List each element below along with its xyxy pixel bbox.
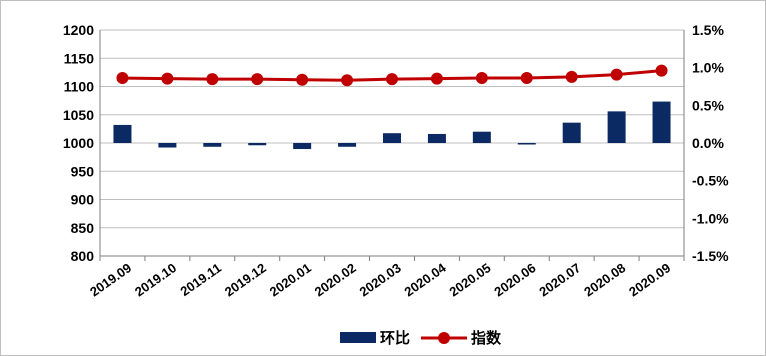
line-point [520, 72, 533, 85]
right-tick-label: -0.5% [692, 173, 729, 189]
x-axis-ticks: 2019.092019.102019.112019.122020.012020.… [87, 260, 673, 300]
left-tick-label: 900 [71, 192, 95, 208]
axes [99, 30, 685, 261]
x-tick-label: 2020.05 [446, 260, 493, 299]
left-tick-label: 1050 [63, 107, 94, 123]
right-tick-label: 1.5% [692, 22, 724, 38]
bar [472, 131, 491, 143]
right-tick-label: -1.5% [692, 248, 729, 264]
x-tick-label: 2020.03 [357, 260, 404, 299]
x-tick-label: 2019.09 [87, 260, 134, 299]
line-point [655, 64, 668, 77]
line-series [116, 64, 668, 87]
left-tick-label: 1100 [64, 79, 95, 95]
bar [293, 143, 312, 150]
bar [158, 143, 177, 148]
left-tick-label: 800 [71, 248, 95, 264]
legend-swatch-marker [438, 332, 450, 344]
bar [248, 143, 267, 146]
right-tick-label: -1.0% [692, 210, 729, 226]
x-tick-label: 2020.07 [536, 260, 583, 299]
right-axis-ticks: 1.5% 1.0% 0.5% 0.0% -0.5% -1.0% -1.5% [692, 22, 729, 264]
line-point [565, 70, 578, 83]
line-point [296, 73, 309, 86]
bar [338, 143, 357, 147]
bar [383, 133, 401, 143]
line-point [341, 74, 354, 87]
line-point [206, 73, 219, 86]
bar [562, 122, 581, 143]
right-tick-label: 0.0% [692, 135, 724, 151]
bar [427, 133, 446, 143]
line-point [161, 72, 174, 85]
legend-swatch-bar [340, 332, 376, 343]
left-tick-label: 1000 [63, 135, 94, 151]
x-tick-label: 2019.11 [178, 260, 225, 299]
legend: 环比 指数 [340, 329, 502, 347]
left-tick-label: 850 [71, 220, 95, 236]
x-tick-label: 2019.12 [222, 260, 269, 299]
line-point [610, 68, 623, 81]
x-tick-label: 2020.04 [402, 260, 450, 300]
left-tick-label: 950 [71, 163, 95, 179]
x-tick-label: 2020.08 [581, 260, 628, 299]
right-tick-label: 0.5% [692, 97, 724, 113]
right-tick-label: 1.0% [692, 60, 724, 76]
bar [203, 143, 222, 147]
bar [517, 143, 536, 145]
x-tick-label: 2020.01 [267, 260, 314, 299]
line-point [116, 72, 129, 85]
x-tick-label: 2019.10 [132, 260, 179, 299]
line-point [251, 73, 264, 86]
x-tick-label: 2020.02 [312, 260, 359, 299]
legend-label-line: 指数 [471, 329, 502, 347]
line-point [475, 72, 488, 85]
bar [652, 101, 671, 143]
line-point [386, 73, 398, 86]
left-axis-ticks: 1200 1150 1100 1050 1000 950 900 850 800 [63, 22, 94, 264]
left-tick-label: 1200 [63, 22, 94, 38]
bar [113, 124, 132, 143]
line-point [430, 72, 443, 85]
legend-label-bar: 环比 [380, 329, 410, 347]
x-tick-label: 2020.06 [491, 260, 538, 299]
bar-series [113, 101, 671, 150]
x-tick-label: 2020.09 [626, 260, 673, 299]
left-tick-label: 1150 [64, 50, 95, 66]
bar [607, 111, 626, 143]
